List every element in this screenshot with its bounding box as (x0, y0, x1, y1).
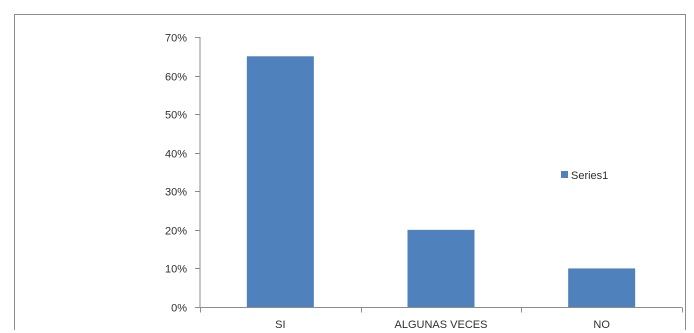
y-tick-label: 10% (165, 264, 187, 276)
bar-algunas-veces (407, 229, 475, 307)
x-axis: SI ALGUNAS VECES NO (200, 307, 683, 331)
legend: Series1 (561, 170, 608, 182)
y-tick-label: 0% (171, 303, 187, 315)
y-tick-label: 50% (165, 110, 187, 122)
x-tick-label: ALGUNAS VECES (395, 319, 488, 331)
y-axis: 0% 10% 20% 30% 40% 50% 60% 70% (165, 33, 201, 315)
y-tick-label: 30% (165, 187, 187, 199)
legend-swatch-series1 (561, 171, 568, 178)
x-tick-label: NO (593, 319, 610, 331)
y-tick-label: 20% (165, 226, 187, 238)
y-tick-label: 40% (165, 149, 187, 161)
x-tick-label: SI (275, 319, 285, 331)
y-tick-label: 60% (165, 72, 187, 84)
bar-no (568, 268, 636, 307)
legend-label-series1: Series1 (571, 170, 608, 182)
bars (246, 56, 636, 308)
y-tick-label: 70% (165, 33, 187, 45)
bar-si (246, 56, 314, 308)
